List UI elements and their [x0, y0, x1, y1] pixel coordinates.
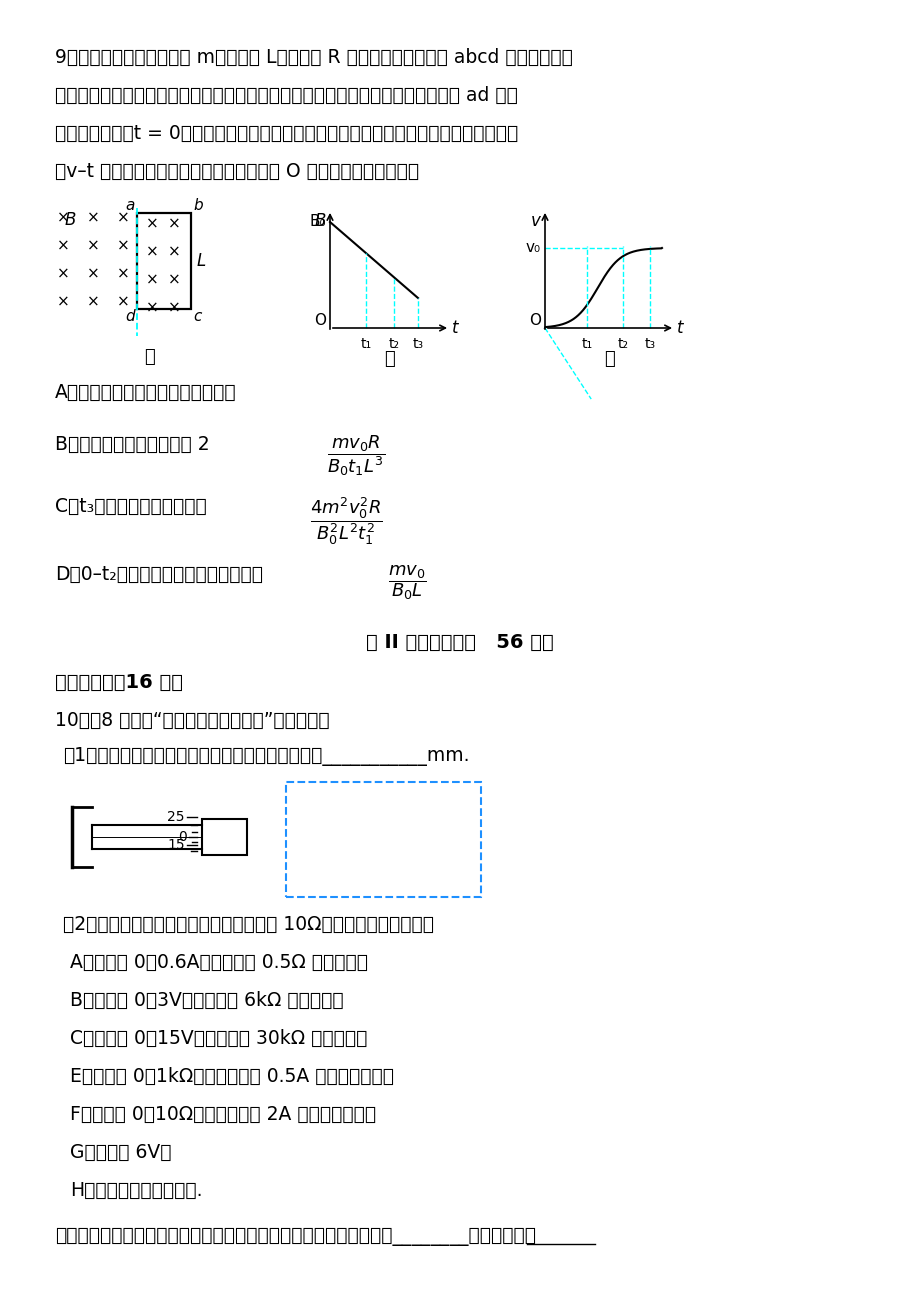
Bar — [286, 783, 481, 897]
Text: B．量程为 0～3V，内阻约为 6kΩ 的电压表；: B．量程为 0～3V，内阻约为 6kΩ 的电压表； — [70, 991, 344, 1010]
Text: ×: × — [57, 238, 69, 254]
Text: C．量程为 0～15V，内阻约为 30kΩ 的电压表；: C．量程为 0～15V，内阻约为 30kΩ 的电压表； — [70, 1029, 367, 1048]
Text: L: L — [197, 253, 206, 270]
Text: t₃: t₃ — [412, 337, 423, 352]
Text: ×: × — [117, 294, 130, 310]
Text: ×: × — [86, 267, 99, 281]
Text: t₁: t₁ — [581, 337, 592, 352]
Text: ×: × — [167, 272, 180, 288]
Text: 二、实验题（16 分）: 二、实验题（16 分） — [55, 673, 183, 691]
Text: 9．如图甲所示，一质量为 m、边长为 L，电阻为 R 的单匹正方形导线框 abcd 放在络缘的光: 9．如图甲所示，一质量为 m、边长为 L，电阻为 R 的单匹正方形导线框 abc… — [55, 48, 573, 66]
Text: 第 II 卷（非选择题   56 分）: 第 II 卷（非选择题 56 分） — [366, 633, 553, 652]
Text: a: a — [126, 198, 135, 214]
Text: ×: × — [86, 211, 99, 225]
Text: O: O — [528, 312, 540, 328]
Text: t₂: t₂ — [388, 337, 399, 352]
Text: 丙: 丙 — [604, 350, 615, 368]
Text: 乙: 乙 — [384, 350, 395, 368]
Text: B: B — [314, 212, 325, 230]
Text: 为了尽可能提高测量精度，且要求测量多组实验数据，电流表应选用________；电压表应选: 为了尽可能提高测量精度，且要求测量多组实验数据，电流表应选用________；电… — [55, 1226, 536, 1246]
Text: （2）在用伏安法测量金属丝的电阔（约为 10Ω）时，备有下列器材：: （2）在用伏安法测量金属丝的电阔（约为 10Ω）时，备有下列器材： — [62, 915, 434, 934]
Text: F．阻值为 0～10Ω，额定电流为 2A 的滑动变阻器；: F．阻值为 0～10Ω，额定电流为 2A 的滑动变阻器； — [70, 1105, 376, 1124]
Text: O: O — [313, 312, 325, 328]
Text: 甲: 甲 — [144, 348, 155, 366]
Bar — [137, 214, 191, 309]
Text: $\dfrac{mv_0R}{B_0t_1L^3}$: $\dfrac{mv_0R}{B_0t_1L^3}$ — [326, 434, 385, 478]
Text: d: d — [125, 309, 135, 324]
Text: $\dfrac{mv_0}{B_0L}$: $\dfrac{mv_0}{B_0L}$ — [388, 562, 426, 602]
Text: b: b — [193, 198, 202, 214]
Text: C．t₃时刻，线框的热功率为: C．t₃时刻，线框的热功率为 — [55, 497, 207, 516]
Text: ×: × — [145, 301, 158, 315]
Text: ×: × — [167, 301, 180, 315]
Bar — [202, 819, 246, 855]
Text: v₀: v₀ — [526, 241, 540, 255]
Text: ×: × — [145, 245, 158, 259]
Text: t₃: t₃ — [643, 337, 655, 352]
Text: ×: × — [117, 267, 130, 281]
Text: 的v–t 图像如图丙所示，图中斜向虚线为过 O 点速度图线的切线，则: 的v–t 图像如图丙所示，图中斜向虚线为过 O 点速度图线的切线，则 — [55, 161, 419, 181]
Text: ×: × — [57, 294, 69, 310]
Text: ×: × — [57, 267, 69, 281]
Text: 25: 25 — [167, 810, 185, 824]
Text: ×: × — [86, 238, 99, 254]
Text: 0: 0 — [178, 829, 187, 844]
Text: ×: × — [167, 245, 180, 259]
Text: ×: × — [117, 238, 130, 254]
Text: $\dfrac{4m^2v_0^2R}{B_0^2L^2t_1^2}$: $\dfrac{4m^2v_0^2R}{B_0^2L^2t_1^2}$ — [310, 495, 382, 547]
Text: ×: × — [117, 211, 130, 225]
Text: 滑水平面上。空间中存在一竖直向下的单边界匀强磁场，线框有一半在磁场内。其 ad 边与: 滑水平面上。空间中存在一竖直向下的单边界匀强磁场，线框有一半在磁场内。其 ad … — [55, 86, 517, 105]
Text: H．开关一个，导线若干.: H．开关一个，导线若干. — [70, 1181, 202, 1200]
Text: A．量程为 0～0.6A，内阻约为 0.5Ω 的电流表；: A．量程为 0～0.6A，内阻约为 0.5Ω 的电流表； — [70, 953, 368, 973]
Text: t: t — [676, 319, 683, 337]
Text: ×: × — [57, 211, 69, 225]
Text: 15: 15 — [167, 838, 185, 852]
Text: ×: × — [145, 272, 158, 288]
Text: ×: × — [86, 294, 99, 310]
Text: t₁: t₁ — [360, 337, 371, 352]
Text: （1）如图所示，用螺旋测微器测量的金属丝直径为___________mm.: （1）如图所示，用螺旋测微器测量的金属丝直径为___________mm. — [62, 747, 469, 766]
Text: A．线框中的感应电流沿逆时针方向: A．线框中的感应电流沿逆时针方向 — [55, 383, 236, 402]
Text: 磁场边界平行。t = 0时刻起，磁场的磁感应强度随时间均匀减小，如图乙所示。线框运动: 磁场边界平行。t = 0时刻起，磁场的磁感应强度随时间均匀减小，如图乙所示。线框… — [55, 124, 517, 143]
Text: c: c — [193, 309, 201, 324]
Text: E．阻值为 0～1kΩ，额定电流为 0.5A 的滑动变阻器；: E．阻值为 0～1kΩ，额定电流为 0.5A 的滑动变阻器； — [70, 1068, 393, 1086]
Text: t: t — [451, 319, 458, 337]
Text: D．0–t₂时间内，通过线框的电荷量为: D．0–t₂时间内，通过线框的电荷量为 — [55, 565, 263, 585]
Text: B: B — [64, 211, 75, 229]
Text: ×: × — [167, 216, 180, 232]
Text: t₂: t₂ — [617, 337, 628, 352]
Text: B．磁感应强度的变化率为 2: B．磁感应强度的变化率为 2 — [55, 435, 210, 454]
Text: B₀: B₀ — [309, 215, 325, 229]
Text: v: v — [530, 212, 540, 230]
Text: ×: × — [145, 216, 158, 232]
Text: G．蓄电池 6V；: G．蓄电池 6V； — [70, 1143, 171, 1161]
Text: 10．（8 分）在“测定金属丝的电阔率”的实验中：: 10．（8 分）在“测定金属丝的电阔率”的实验中： — [55, 711, 329, 730]
